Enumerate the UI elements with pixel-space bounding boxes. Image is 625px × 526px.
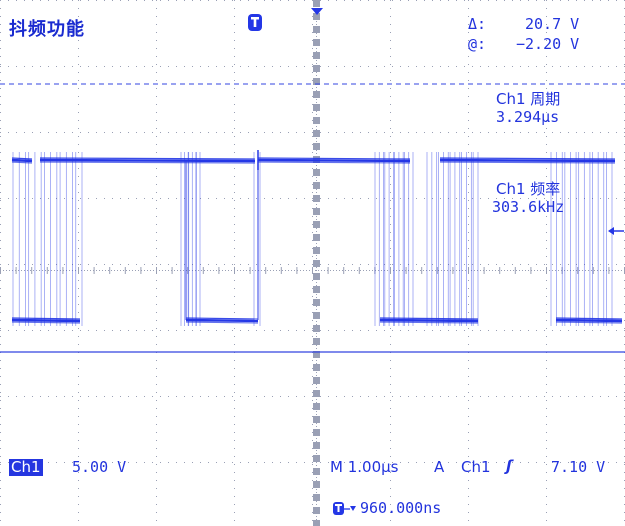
measurement-2-label: Ch1 频率	[496, 180, 561, 198]
screen-title: 抖频功能	[9, 19, 85, 40]
T-marker-icon	[248, 14, 262, 31]
trigger-mode: A	[434, 458, 445, 476]
channel-scale: 5.00 V	[72, 458, 127, 476]
trigger-position-icon	[333, 502, 356, 515]
cursor-at-value: −2.20 V	[516, 35, 580, 53]
cursor-at-label: @:	[468, 35, 487, 53]
trigger-source: Ch1	[461, 458, 491, 476]
cursor-delta-label: Δ:	[468, 15, 487, 33]
waveform-trace-ch1	[11, 150, 623, 326]
cursor-delta-value: 20.7 V	[525, 15, 580, 33]
left-arrow-icon	[608, 227, 624, 235]
trigger-slope-icon: ʃ	[506, 457, 513, 475]
measurement-2-value: 303.6kHz	[492, 198, 565, 216]
measurement-1-value: 3.294μs	[496, 108, 560, 126]
measurement-1-label: Ch1 周期	[496, 90, 561, 108]
timebase-label: M 1.00μs	[330, 458, 399, 476]
trigger-position-value: 960.000ns	[360, 499, 442, 517]
triangle-down-icon	[311, 8, 323, 15]
trigger-level: 7.10 V	[551, 458, 606, 476]
channel-badge: Ch1	[9, 458, 43, 476]
